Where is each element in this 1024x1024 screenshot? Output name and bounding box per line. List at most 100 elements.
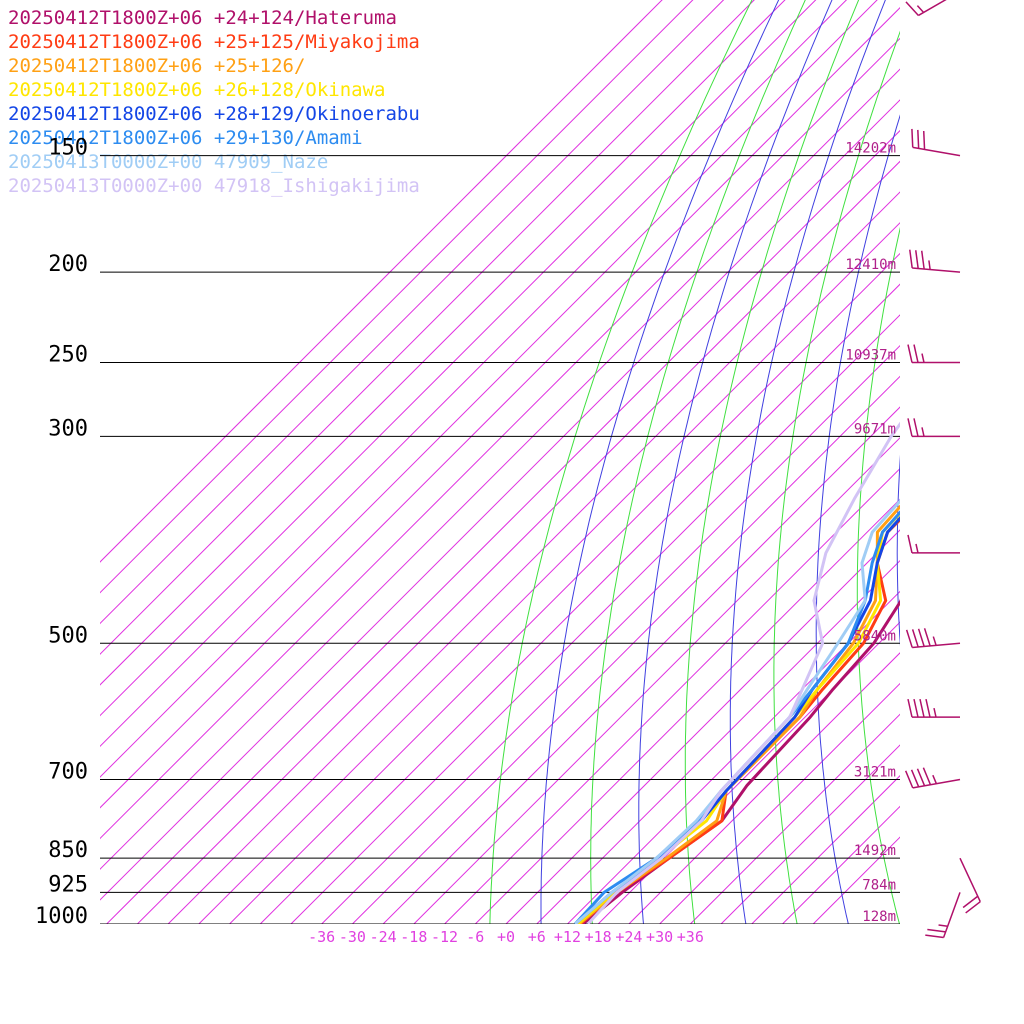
temperature-tick-label: -12 [431, 928, 458, 946]
wind-barb-feather [907, 534, 913, 554]
wind-barb-staff [942, 892, 961, 938]
wind-barb-half-feather [915, 543, 919, 554]
isotherm-line [259, 283, 900, 924]
dry-adiabat-line [896, 454, 900, 647]
pressure-lines [100, 155, 900, 924]
temperature-tick-label: -24 [370, 928, 397, 946]
temperature-tick-label: +24 [615, 928, 642, 946]
wind-barb-staff [912, 146, 961, 157]
isotherm-line [689, 713, 900, 924]
legend-entry: 20250413T0000Z+00 47918_Ishigakijima [8, 175, 420, 197]
dry-adiabat-line [729, 0, 886, 924]
isotherm-line [100, 0, 786, 686]
pressure-label: 700 [48, 760, 88, 785]
plot-area [100, 0, 1024, 924]
wind-barb-feather [917, 628, 925, 647]
sounding-series-4 [576, 511, 900, 924]
legend-entry: 20250412T1800Z+06 +29+130/Amami [8, 127, 363, 149]
isotherm-line [290, 314, 900, 924]
wind-barb-feather [911, 128, 914, 148]
legend: 20250412T1800Z+06 +24+124/Hateruma202504… [8, 7, 420, 197]
isotherm-line [198, 222, 900, 924]
isotherm-line [382, 406, 900, 924]
sounding-series-1 [581, 598, 900, 924]
height-label: 5840m [854, 628, 896, 644]
dry-adiabat-line [773, 30, 900, 924]
height-label: 14202m [845, 141, 896, 157]
legend-entry: 20250412T1800Z+06 +25+126/ [8, 55, 305, 77]
wind-barb-feather [916, 768, 926, 787]
isotherm-line [659, 682, 900, 924]
isotherm-line [444, 467, 900, 924]
height-label: 9671m [854, 421, 896, 437]
wind-barb-feather [913, 698, 919, 718]
isotherm-line [100, 7, 900, 809]
pressure-label: 500 [48, 623, 88, 648]
isotherm-line [720, 744, 900, 924]
pressure-label: 200 [48, 252, 88, 277]
temperature-tick-label: -18 [400, 928, 427, 946]
wind-barb-half-feather [921, 353, 925, 363]
height-label: 128m [862, 909, 896, 925]
wind-barb-feather [917, 129, 920, 149]
dry-adiabat-line [590, 0, 806, 924]
pressure-label: 1000 [35, 904, 88, 929]
isotherm-line [100, 37, 900, 840]
wind-barb-feather [920, 250, 925, 270]
temperature-tick-label: +30 [646, 928, 673, 946]
wind-barb-feather [910, 769, 920, 788]
temperature-tick-label: +18 [585, 928, 612, 946]
sounding-series [573, 421, 900, 924]
isotherm-line [100, 0, 663, 563]
isotherm-line [505, 529, 900, 924]
pressure-label: 250 [48, 343, 88, 368]
dry-adiabat-lines [489, 0, 1024, 924]
wind-barb-feather [907, 418, 913, 437]
wind-barb-half-feather [933, 707, 937, 718]
wind-barb-feather [907, 698, 913, 718]
wind-barb-feather [905, 1, 919, 16]
wind-barb-feather [905, 629, 913, 648]
pressure-label: 300 [48, 416, 88, 441]
wind-barb-feather [922, 130, 926, 150]
pressure-label: 150 [48, 136, 88, 161]
sounding-series-8 [586, 421, 900, 924]
wind-barb-feather [919, 698, 925, 718]
isotherm-line [100, 0, 694, 594]
temperature-tick-label: -30 [339, 928, 366, 946]
wind-barb-staff [959, 857, 981, 902]
wind-barb-feather [962, 895, 979, 909]
legend-entry: 20250413T0000Z+00 47909_Naze [8, 151, 328, 173]
wind-barb-feather [913, 418, 919, 437]
isotherm-line [106, 129, 900, 924]
isotherm-line [352, 375, 900, 924]
dry-adiabat-line [1011, 0, 1024, 924]
dry-adiabat-line [638, 0, 833, 924]
isotherm-lines [100, 0, 900, 924]
wind-barb-half-feather [916, 5, 925, 13]
legend-entry: 20250412T1800Z+06 +24+124/Hateruma [8, 7, 397, 29]
dry-adiabat-line [815, 114, 900, 924]
height-label: 10937m [845, 348, 896, 364]
wind-barb-half-feather [932, 636, 937, 646]
isotherm-line [597, 621, 900, 924]
wind-barb-feather [909, 249, 913, 269]
temperature-tick-label: -36 [308, 928, 335, 946]
wind-barbs [904, 0, 981, 939]
isotherm-line [100, 0, 878, 778]
pressure-label: 925 [48, 872, 88, 897]
legend-entry: 20250412T1800Z+06 +25+125/Miyakojima [8, 31, 420, 53]
wind-barb-feather [922, 767, 932, 786]
dry-adiabat-line [856, 226, 900, 924]
wind-barb-staff [912, 267, 961, 273]
dry-adiabat-line [684, 0, 860, 924]
legend-entry: 20250412T1800Z+06 +28+129/Okinoerabu [8, 103, 420, 125]
isotherm-line [137, 160, 900, 924]
isotherm-line [167, 191, 900, 924]
wind-barb-feather [913, 344, 919, 363]
isotherm-line [100, 0, 848, 748]
wind-barb-feather [927, 928, 946, 933]
dry-adiabat-line [974, 0, 1024, 924]
isotherm-line [567, 590, 900, 924]
